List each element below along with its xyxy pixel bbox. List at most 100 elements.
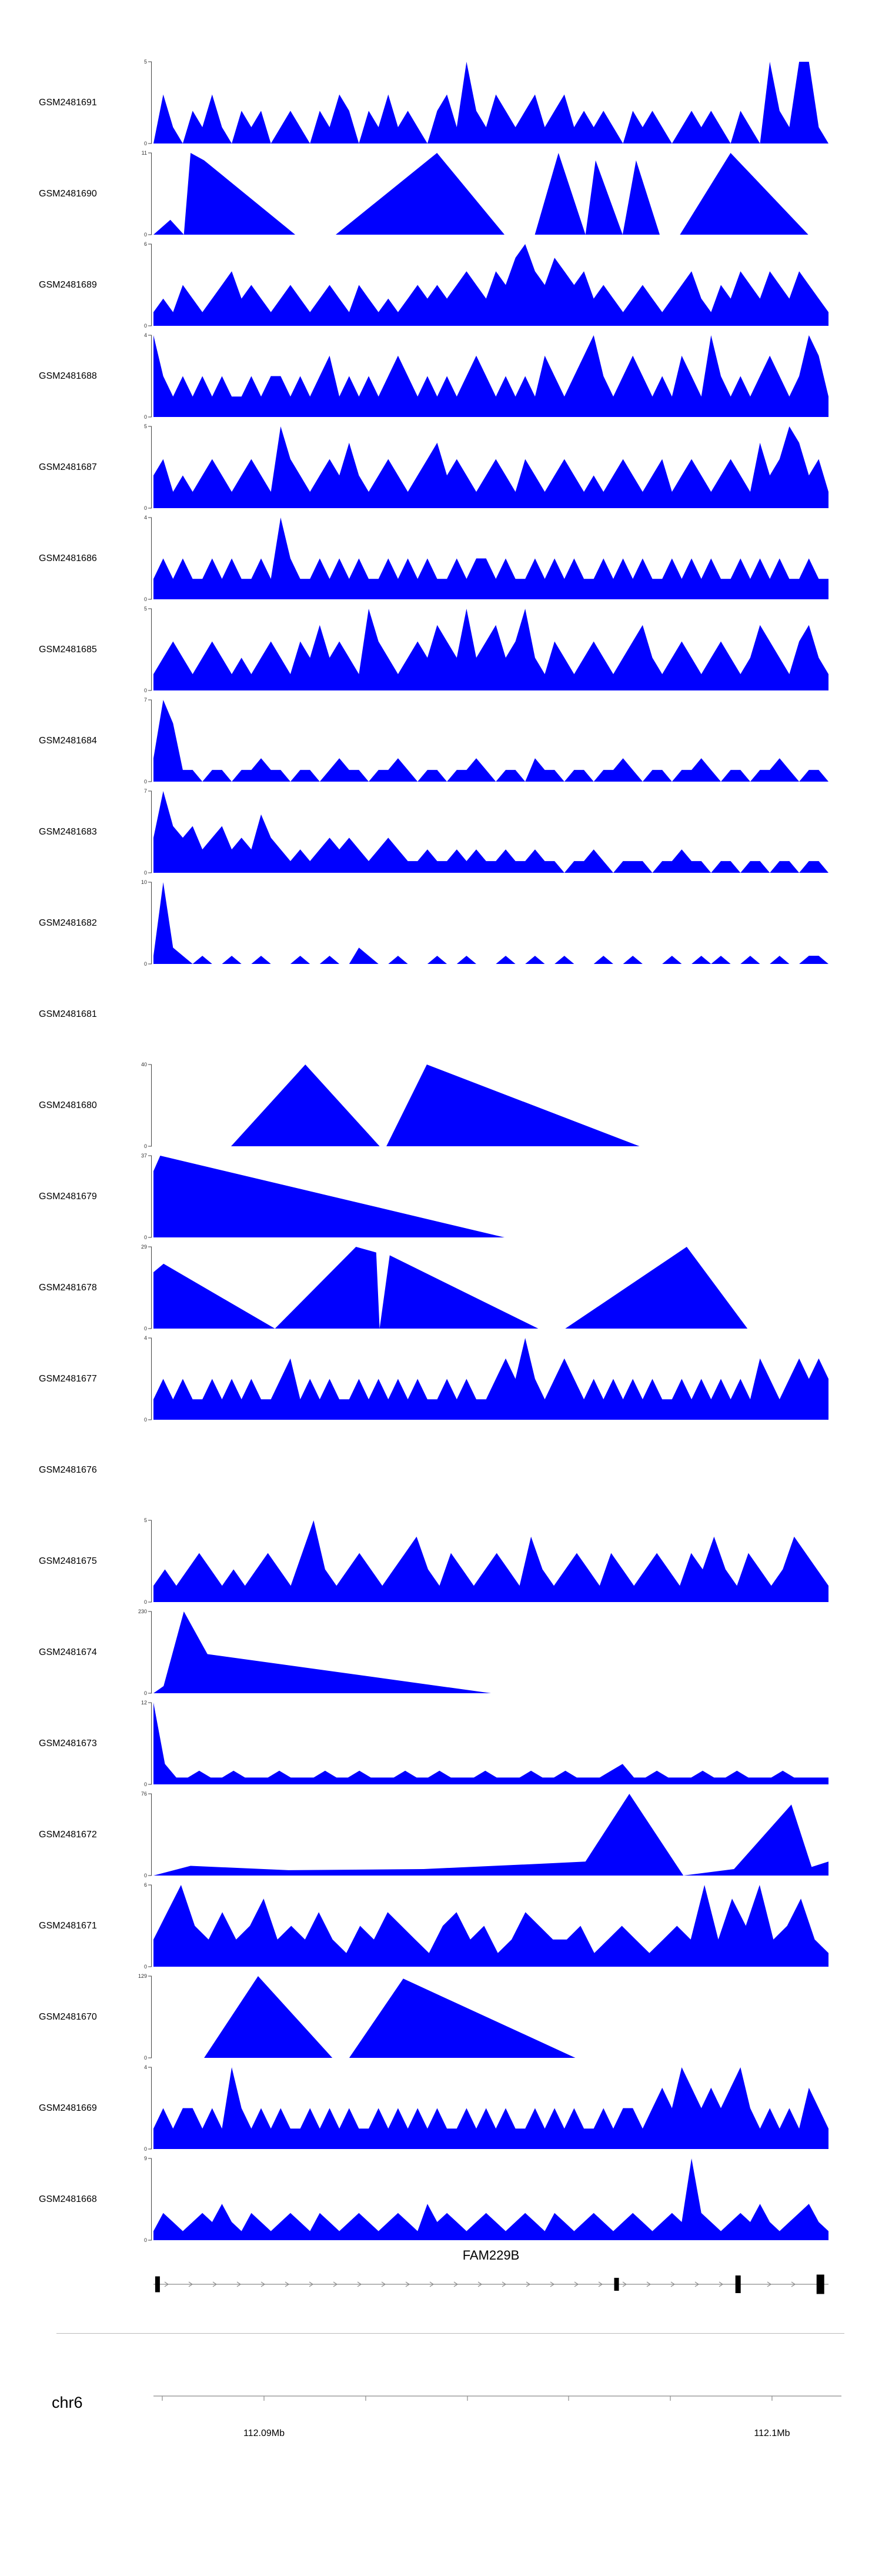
track-yaxis: 50 <box>144 606 152 693</box>
track-label: GSM2481678 <box>39 1282 97 1293</box>
track-row-GSM2481684: GSM2481684 7 0 <box>0 695 882 786</box>
track-plot <box>153 335 828 417</box>
strand-arrow-icon <box>188 2281 193 2287</box>
track-yaxis: 230 0 <box>138 1609 152 1696</box>
track-yaxis: 11 0 <box>142 150 152 238</box>
track-yaxis: 10 0 <box>141 879 152 967</box>
svg-text:0: 0 <box>144 961 147 967</box>
track-label: GSM2481668 <box>39 2194 97 2204</box>
svg-text:230: 230 <box>138 1609 147 1614</box>
track-row-GSM2481678: GSM2481678 29 0 <box>0 1242 882 1333</box>
track-label: GSM2481671 <box>39 1920 97 1931</box>
track-row-GSM2481681: GSM2481681 <box>0 969 882 1060</box>
track-row-GSM2481691: GSM2481691 5 0 <box>0 57 882 148</box>
svg-text:5: 5 <box>144 423 147 429</box>
svg-text:0: 0 <box>144 1690 147 1696</box>
coverage-area <box>153 1794 828 1876</box>
svg-text:7: 7 <box>144 697 147 703</box>
track-yaxis: 70 <box>144 788 152 876</box>
strand-arrow-icon <box>526 2281 531 2287</box>
track-yaxis: 50 <box>144 423 152 511</box>
svg-text:0: 0 <box>144 1234 147 1240</box>
coverage-area <box>153 2158 828 2240</box>
track-plot <box>153 1976 828 2058</box>
track-yaxis: 76 0 <box>141 1791 152 1878</box>
gene-model <box>153 2274 828 2294</box>
svg-text:76: 76 <box>141 1791 147 1797</box>
coverage-area <box>153 1338 828 1420</box>
exon-box <box>155 2276 160 2293</box>
exon-box <box>614 2278 619 2291</box>
strand-arrow-icon <box>477 2281 483 2287</box>
svg-text:29: 29 <box>141 1244 147 1250</box>
genome-axis: 112.09Mb 112.1Mb <box>153 2395 841 2438</box>
track-label: GSM2481689 <box>39 279 97 290</box>
track-yaxis: 37 0 <box>141 1153 152 1240</box>
coverage-area <box>153 153 828 235</box>
track-row-GSM2481672: GSM2481672 76 0 <box>0 1789 882 1880</box>
track-plot <box>153 426 828 508</box>
track-plot <box>153 62 828 144</box>
strand-arrow-icon <box>164 2281 169 2287</box>
strand-arrow-icon <box>212 2281 218 2287</box>
svg-text:0: 0 <box>144 141 147 146</box>
track-label: GSM2481683 <box>39 826 97 837</box>
track-row-GSM2481670: GSM2481670 129 0 <box>0 1971 882 2063</box>
track-row-GSM2481680: GSM2481680 40 0 <box>0 1060 882 1151</box>
track-label: GSM2481672 <box>39 1829 97 1840</box>
track-label: GSM2481669 <box>39 2103 97 2113</box>
track-plot <box>153 609 828 690</box>
coverage-area <box>153 1703 828 1784</box>
strand-arrow-icon <box>767 2281 772 2287</box>
track-row-GSM2481674: GSM2481674 230 0 <box>0 1607 882 1698</box>
track-row-GSM2481676: GSM2481676 <box>0 1424 882 1516</box>
svg-text:4: 4 <box>144 515 147 520</box>
svg-text:0: 0 <box>144 596 147 602</box>
coverage-area <box>153 2067 828 2149</box>
strand-arrow-icon <box>357 2281 362 2287</box>
strand-arrow-icon <box>381 2281 386 2287</box>
strand-arrow-icon <box>719 2281 724 2287</box>
svg-text:0: 0 <box>144 2237 147 2243</box>
axis-tick-label: 112.09Mb <box>243 2428 285 2438</box>
track-label: GSM2481679 <box>39 1191 97 1202</box>
track-label: GSM2481681 <box>39 1009 97 1019</box>
track-plot <box>153 700 828 782</box>
svg-text:0: 0 <box>144 2055 147 2061</box>
strand-arrow-icon <box>502 2281 507 2287</box>
coverage-area <box>153 1520 828 1602</box>
strand-arrow-icon <box>574 2281 579 2287</box>
svg-text:0: 0 <box>144 414 147 420</box>
track-label: GSM2481691 <box>39 97 97 108</box>
track-plot <box>153 1247 828 1329</box>
track-yaxis: 40 <box>144 2064 152 2152</box>
track-row-GSM2481677: GSM2481677 4 0 <box>0 1333 882 1424</box>
track-row-GSM2481688: GSM2481688 4 0 <box>0 331 882 422</box>
coverage-area <box>153 244 828 326</box>
track-label: GSM2481680 <box>39 1100 97 1110</box>
track-plot <box>153 1885 828 1967</box>
strand-arrow-icon <box>622 2281 627 2287</box>
svg-text:37: 37 <box>141 1153 147 1159</box>
coverage-area <box>153 609 828 690</box>
track-plot <box>153 791 828 873</box>
track-plot <box>153 1065 828 1146</box>
svg-text:4: 4 <box>144 332 147 338</box>
track-row-GSM2481673: GSM2481673 12 0 <box>0 1698 882 1789</box>
track-label: GSM2481682 <box>39 917 97 928</box>
svg-text:5: 5 <box>144 606 147 612</box>
track-label: GSM2481674 <box>39 1647 97 1657</box>
track-plot <box>153 1156 828 1237</box>
track-label: GSM2481685 <box>39 644 97 655</box>
track-label: GSM2481684 <box>39 735 97 746</box>
svg-text:0: 0 <box>144 688 147 693</box>
axis-tick-label: 112.1Mb <box>754 2428 790 2438</box>
svg-text:0: 0 <box>144 232 147 238</box>
track-yaxis: 129 0 <box>138 1973 152 2061</box>
track-yaxis: 40 0 <box>141 1062 152 1149</box>
strand-arrow-icon <box>429 2281 435 2287</box>
track-plot <box>153 153 828 235</box>
track-label: GSM2481673 <box>39 1738 97 1749</box>
gene-track: FAM229B <box>153 2248 828 2313</box>
svg-text:0: 0 <box>144 779 147 785</box>
